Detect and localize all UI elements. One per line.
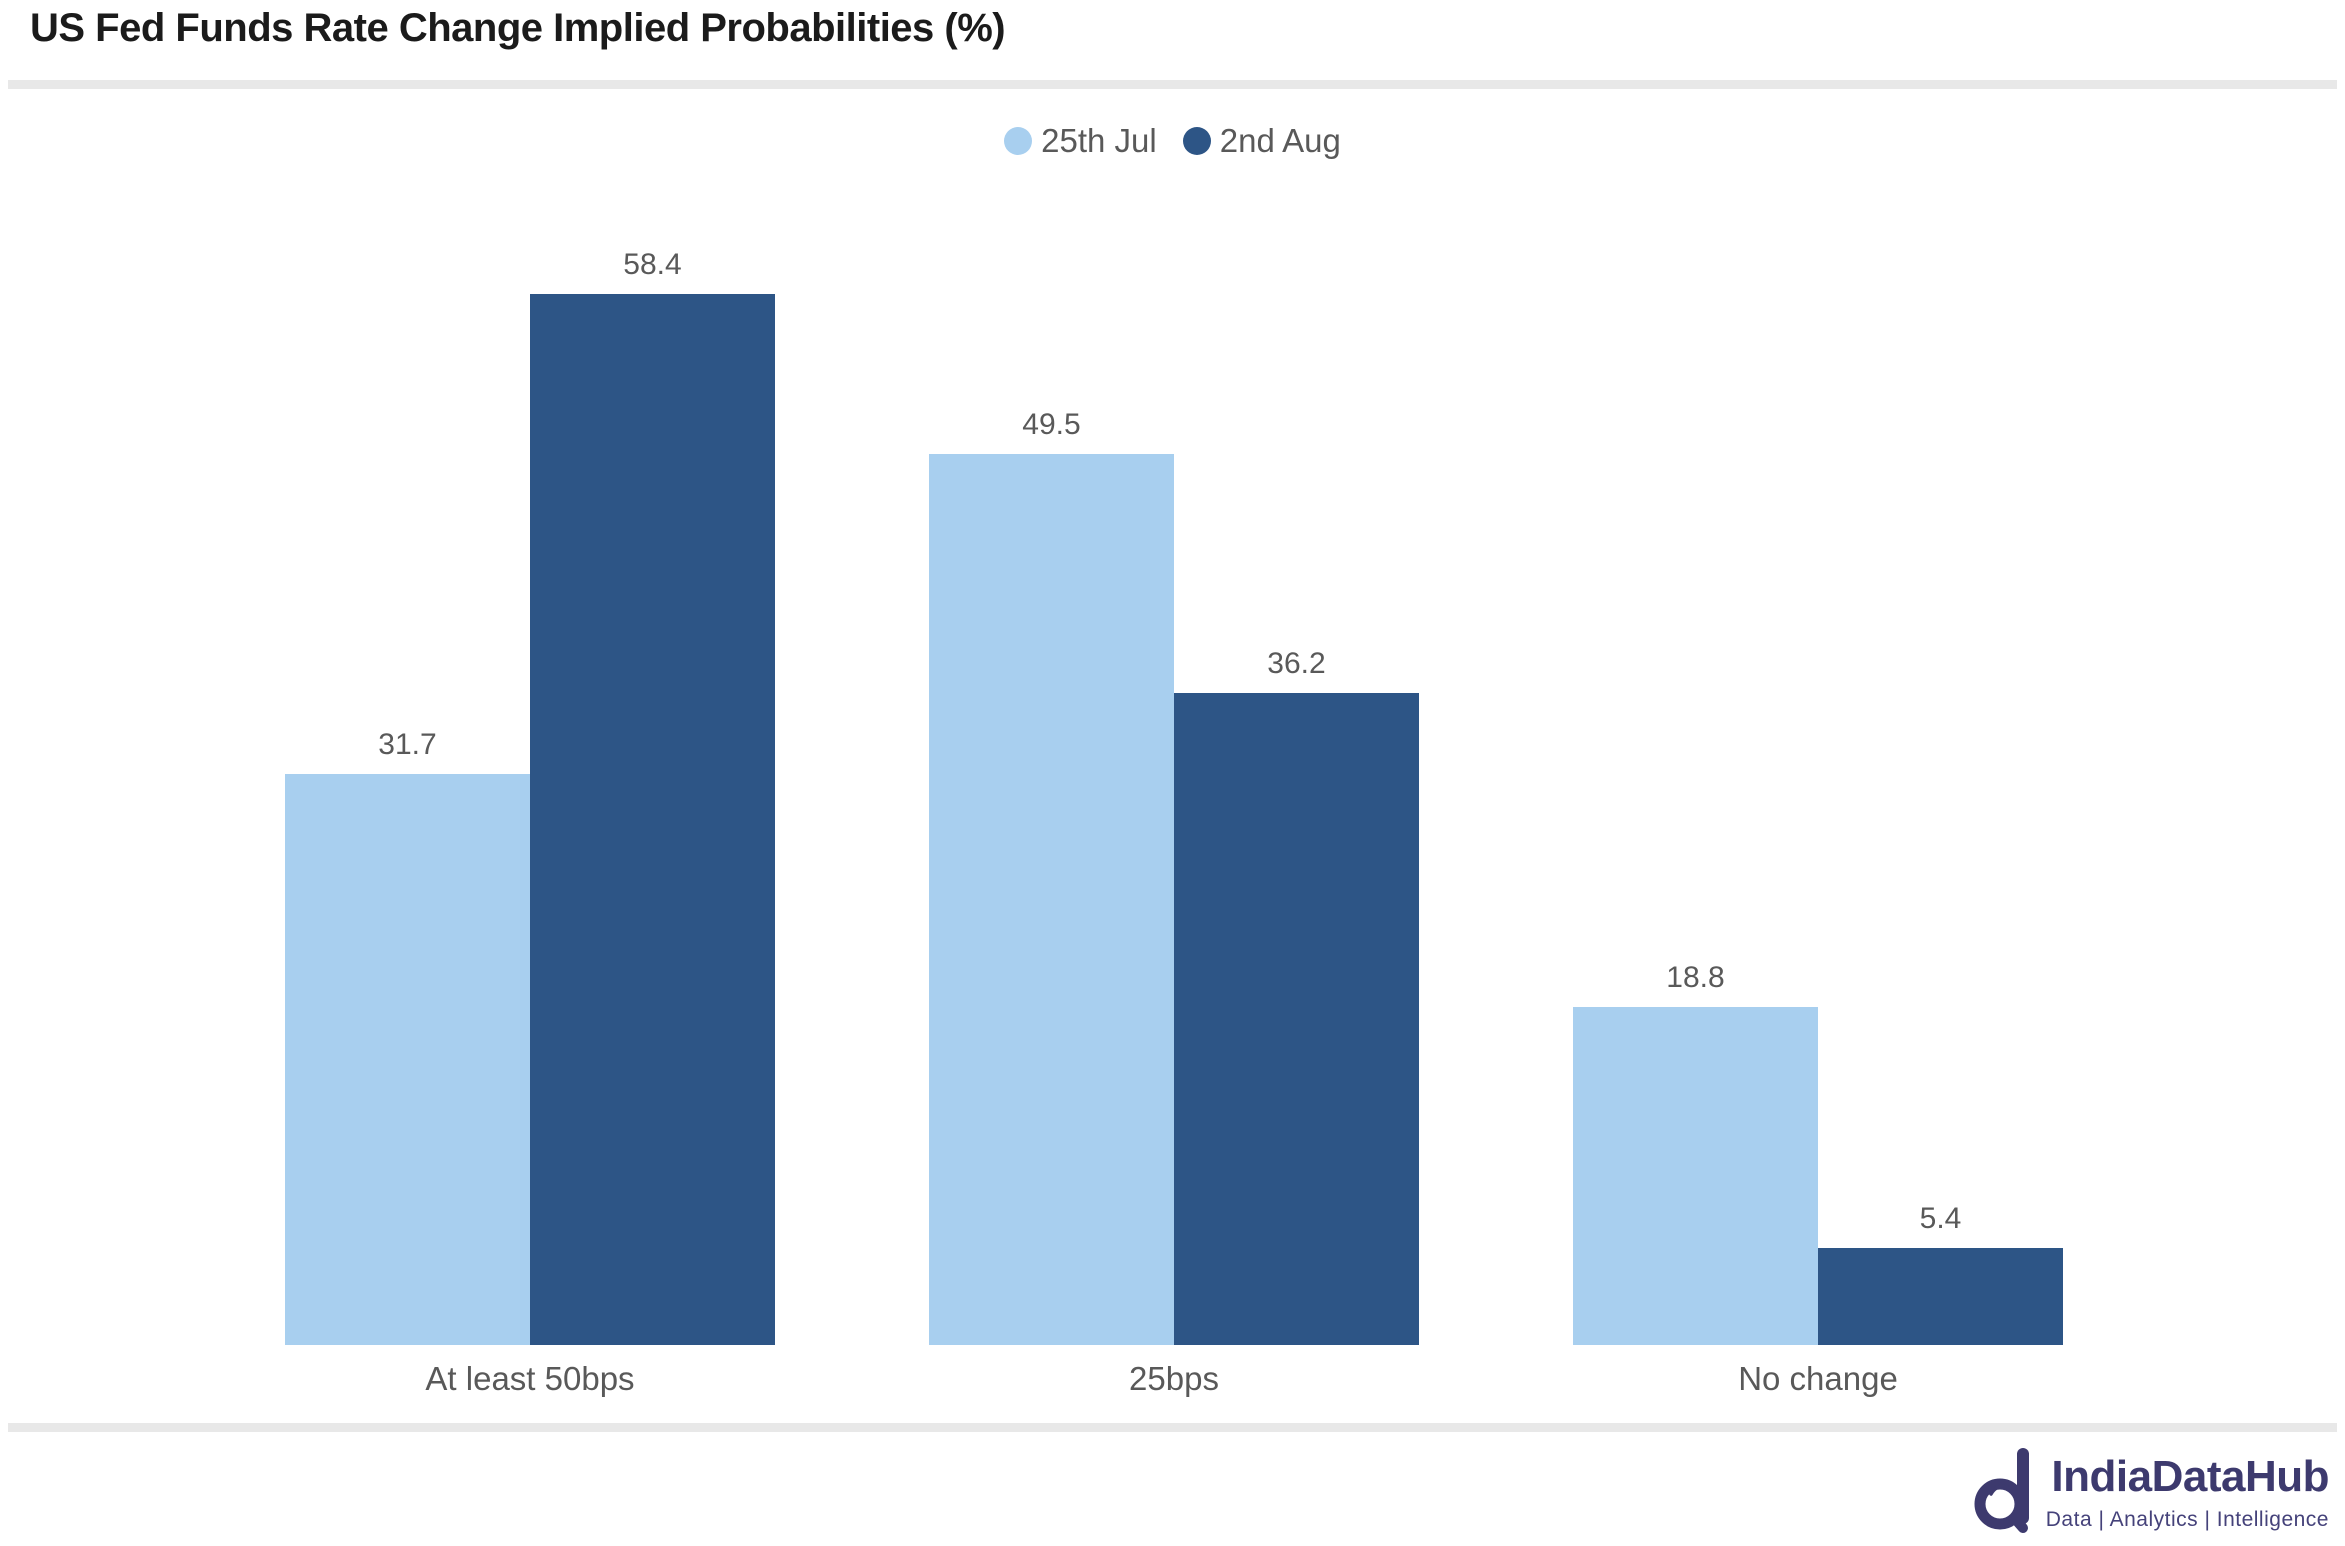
bar-2nd-aug: 58.4 (530, 248, 775, 1345)
bar-value-label: 5.4 (1919, 1202, 1962, 1235)
brand-text-block: IndiaDataHub Data | Analytics | Intellig… (2045, 1448, 2330, 1532)
x-axis-labels: At least 50bps 25bps No change (285, 1360, 2063, 1398)
bar-group-no-change: 18.8 5.4 (1573, 961, 2063, 1345)
bar-chart-plot-area: 31.7 58.4 49.5 36.2 18.8 5.4 (285, 190, 2063, 1345)
legend-marker-circle-icon (1182, 127, 1211, 155)
brand-tagline: Data | Analytics | Intelligence (2045, 1508, 2329, 1531)
footer-divider (8, 1423, 2337, 1432)
x-axis-category: No change (1738, 1360, 1898, 1397)
indiadatahub-logo-icon (1974, 1448, 2029, 1533)
brand-name: IndiaDataHub (2051, 1452, 2329, 1501)
bar-25th-jul: 49.5 (929, 408, 1174, 1345)
bar-group-25bps: 49.5 36.2 (929, 408, 1419, 1345)
chart-legend: 25th Jul 2nd Aug (0, 122, 2345, 160)
bar-value-label: 58.4 (623, 248, 682, 281)
bar-value-label: 31.7 (378, 728, 437, 761)
bar-group-at-least-50bps: 31.7 58.4 (285, 248, 775, 1345)
bar-25th-jul: 31.7 (285, 728, 530, 1345)
bar-2nd-aug: 5.4 (1818, 1202, 2063, 1345)
bar-value-label: 36.2 (1267, 647, 1326, 680)
x-axis-category: 25bps (1129, 1360, 1219, 1397)
brand-logo: IndiaDataHub Data | Analytics | Intellig… (1974, 1448, 2329, 1536)
legend-marker-circle-icon (1004, 127, 1033, 155)
legend-label: 2nd Aug (1219, 122, 1341, 159)
bar-value-label: 49.5 (1022, 408, 1081, 441)
page-title: US Fed Funds Rate Change Implied Probabi… (30, 6, 1006, 50)
bar-25th-jul: 18.8 (1573, 961, 1818, 1345)
legend-label: 25th Jul (1041, 122, 1157, 159)
title-divider (8, 80, 2337, 89)
legend-item-2nd-aug[interactable]: 2nd Aug (1182, 122, 1341, 160)
bar-value-label: 18.8 (1666, 961, 1725, 994)
legend-item-25th-jul[interactable]: 25th Jul (1004, 122, 1157, 160)
bar-2nd-aug: 36.2 (1174, 647, 1419, 1345)
x-axis-category: At least 50bps (425, 1360, 635, 1397)
